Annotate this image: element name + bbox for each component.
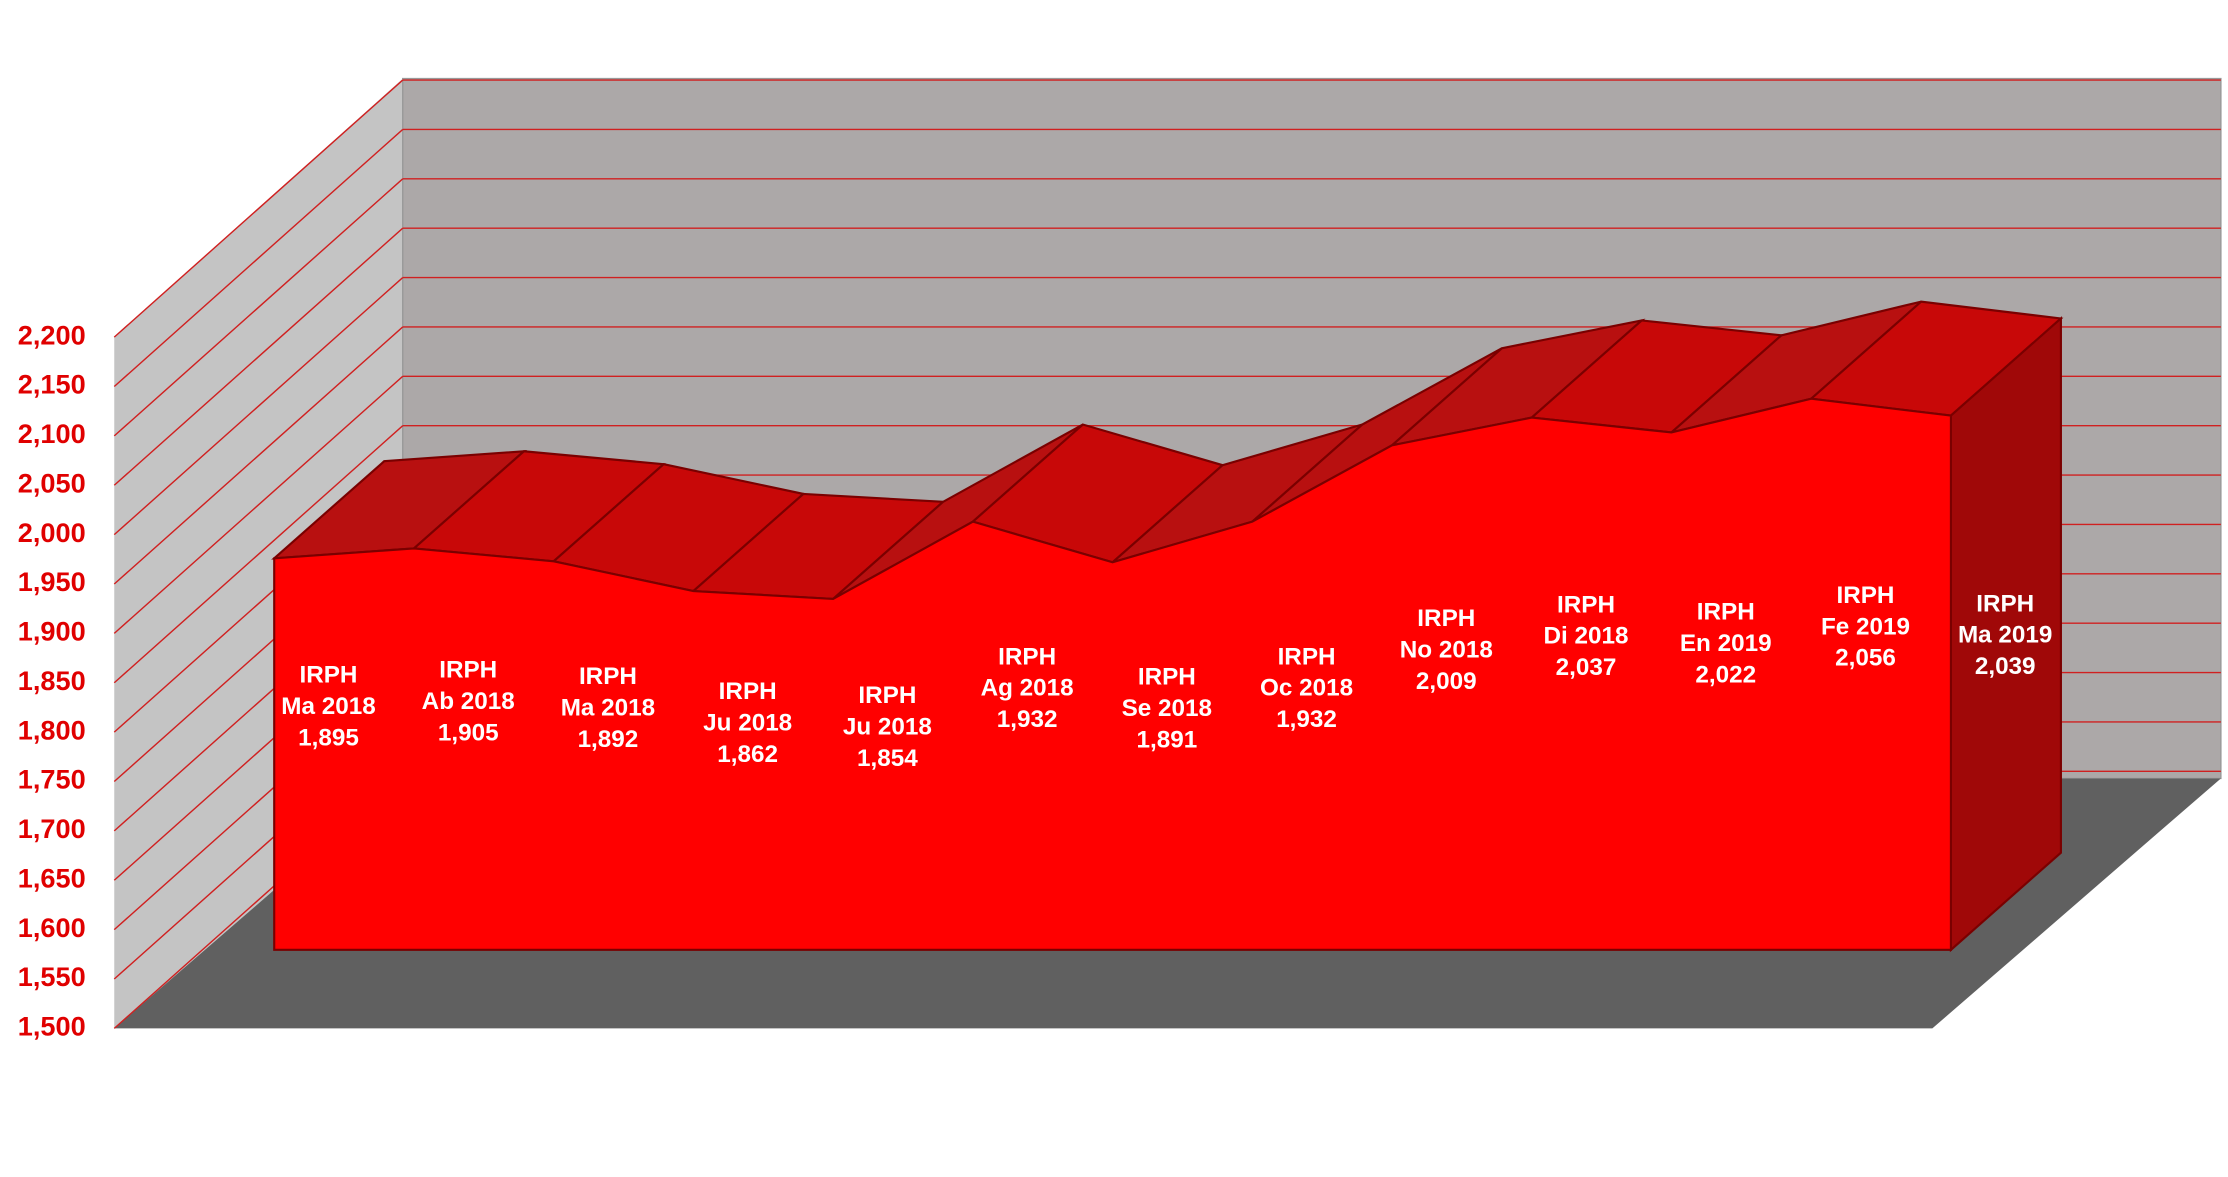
data-label-value: 2,039 [1975,653,2036,680]
data-label-value: 1,891 [1136,726,1197,753]
data-label-value: 1,932 [1276,706,1337,733]
grid-line [113,227,404,486]
data-label-series: IRPH [1278,643,1336,670]
data-label-series: IRPH [719,678,777,705]
data-label-value: 1,862 [717,741,778,768]
y-tick-label: 1,600 [18,912,86,943]
grid-line [113,277,404,536]
data-label-series: IRPH [1697,599,1755,626]
grid-line [113,178,404,437]
y-tick-label: 1,750 [18,764,86,795]
data-label-category: Ma 2019 [1958,622,2052,649]
y-tick-label: 2,000 [18,517,86,548]
data-label-series: IRPH [858,682,916,709]
data-label-series: IRPH [1138,664,1196,691]
y-tick-label: 1,900 [18,616,86,647]
data-label-category: Ju 2018 [843,713,932,740]
y-tick-label: 2,100 [18,418,86,449]
grid-line [113,375,404,634]
data-label-series: IRPH [1836,582,1894,609]
grid-line [113,326,404,585]
data-label-value: 2,009 [1416,668,1477,695]
grid-line [113,79,404,338]
data-label-value: 2,022 [1695,662,1756,689]
data-label-series: IRPH [1417,605,1475,632]
data-label-value: 1,854 [857,745,918,772]
data-label-series: IRPH [1557,591,1615,618]
y-tick-label: 1,950 [18,566,86,597]
grid-line [113,425,404,684]
y-tick-label: 1,800 [18,714,86,745]
data-label-series: IRPH [579,663,637,690]
data-label-category: En 2019 [1680,630,1772,657]
data-label-value: 1,905 [438,720,499,747]
y-tick-label: 2,050 [18,467,86,498]
data-label-value: 2,056 [1835,645,1896,672]
y-tick-label: 1,550 [18,961,86,992]
y-tick-label: 1,850 [18,665,86,696]
data-label-category: Di 2018 [1544,623,1629,650]
data-label-category: No 2018 [1400,637,1493,664]
y-tick-label: 1,700 [18,813,86,844]
y-tick-label: 1,650 [18,862,86,893]
data-label-series: IRPH [299,662,357,689]
area-front-face [273,397,1952,951]
grid-line [113,128,404,388]
data-label-category: Se 2018 [1122,695,1212,722]
y-tick-label: 2,150 [18,369,86,400]
data-label-category: Ag 2018 [981,675,1074,702]
data-label-value: 1,892 [578,726,639,753]
data-label-value: 1,895 [298,724,359,751]
data-label-category: Oc 2018 [1260,675,1353,702]
data-label-series: IRPH [1976,590,2034,617]
data-label-value: 1,932 [997,706,1058,733]
y-tick-label: 1,500 [18,1011,86,1042]
data-label-category: Ma 2018 [281,693,375,720]
data-label-value: 2,037 [1556,654,1617,681]
data-label-category: Ma 2018 [561,695,655,722]
data-label-series: IRPH [998,643,1056,670]
y-tick-label: 2,200 [18,319,86,350]
data-label-series: IRPH [439,657,497,684]
data-label-category: Ju 2018 [703,709,792,736]
data-label-category: Ab 2018 [422,688,515,715]
data-label-category: Fe 2019 [1821,613,1910,640]
